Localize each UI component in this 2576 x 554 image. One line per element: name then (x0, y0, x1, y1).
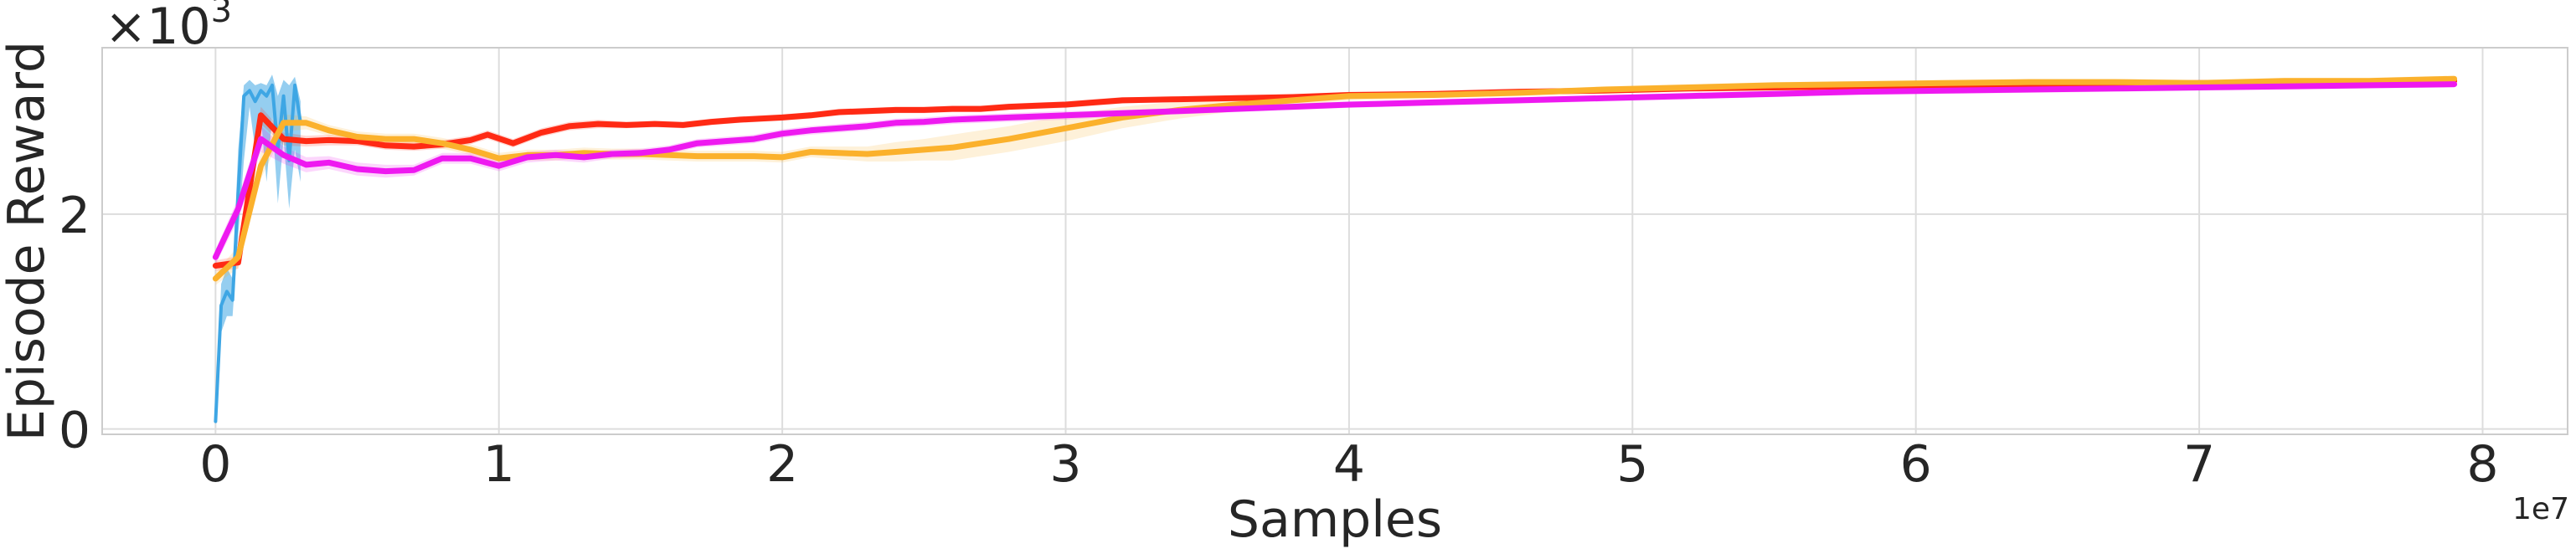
x-tick-label: 2 (766, 435, 798, 494)
y-multiplier-exponent: 3 (211, 0, 232, 30)
y-axis-label: Episode Reward (0, 41, 56, 441)
x-tick-label: 1 (483, 435, 515, 494)
confidence-bands (215, 74, 2455, 424)
series-lines (212, 75, 2458, 423)
x-tick-label: 8 (2466, 435, 2498, 494)
plot-area-frame (101, 47, 2568, 435)
x-tick-label: 7 (2183, 435, 2215, 494)
x-tick-label: 6 (1900, 435, 1932, 494)
x-tick-label: 3 (1049, 435, 1081, 494)
x-axis-offset-text: 1e7 (2512, 492, 2569, 526)
x-tick-label: 5 (1616, 435, 1648, 494)
y-axis-multiplier-text: ×103 (105, 0, 232, 56)
series-line (214, 83, 302, 423)
x-tick-label: 0 (199, 435, 231, 494)
x-tick-label: 4 (1333, 435, 1365, 494)
y-tick-label: 2 (59, 187, 90, 245)
x-tick-labels: 0 1 2 3 4 5 6 7 8 (199, 435, 2498, 494)
y-tick-label: 0 (59, 402, 90, 460)
grid-lines (102, 48, 2568, 434)
y-multiplier-base: ×10 (105, 0, 211, 56)
series-line (212, 81, 2458, 260)
series-line (212, 75, 2458, 282)
y-tick-labels: 02 (59, 187, 90, 460)
x-axis-label: Samples (1228, 490, 1442, 549)
series-band (215, 74, 301, 424)
